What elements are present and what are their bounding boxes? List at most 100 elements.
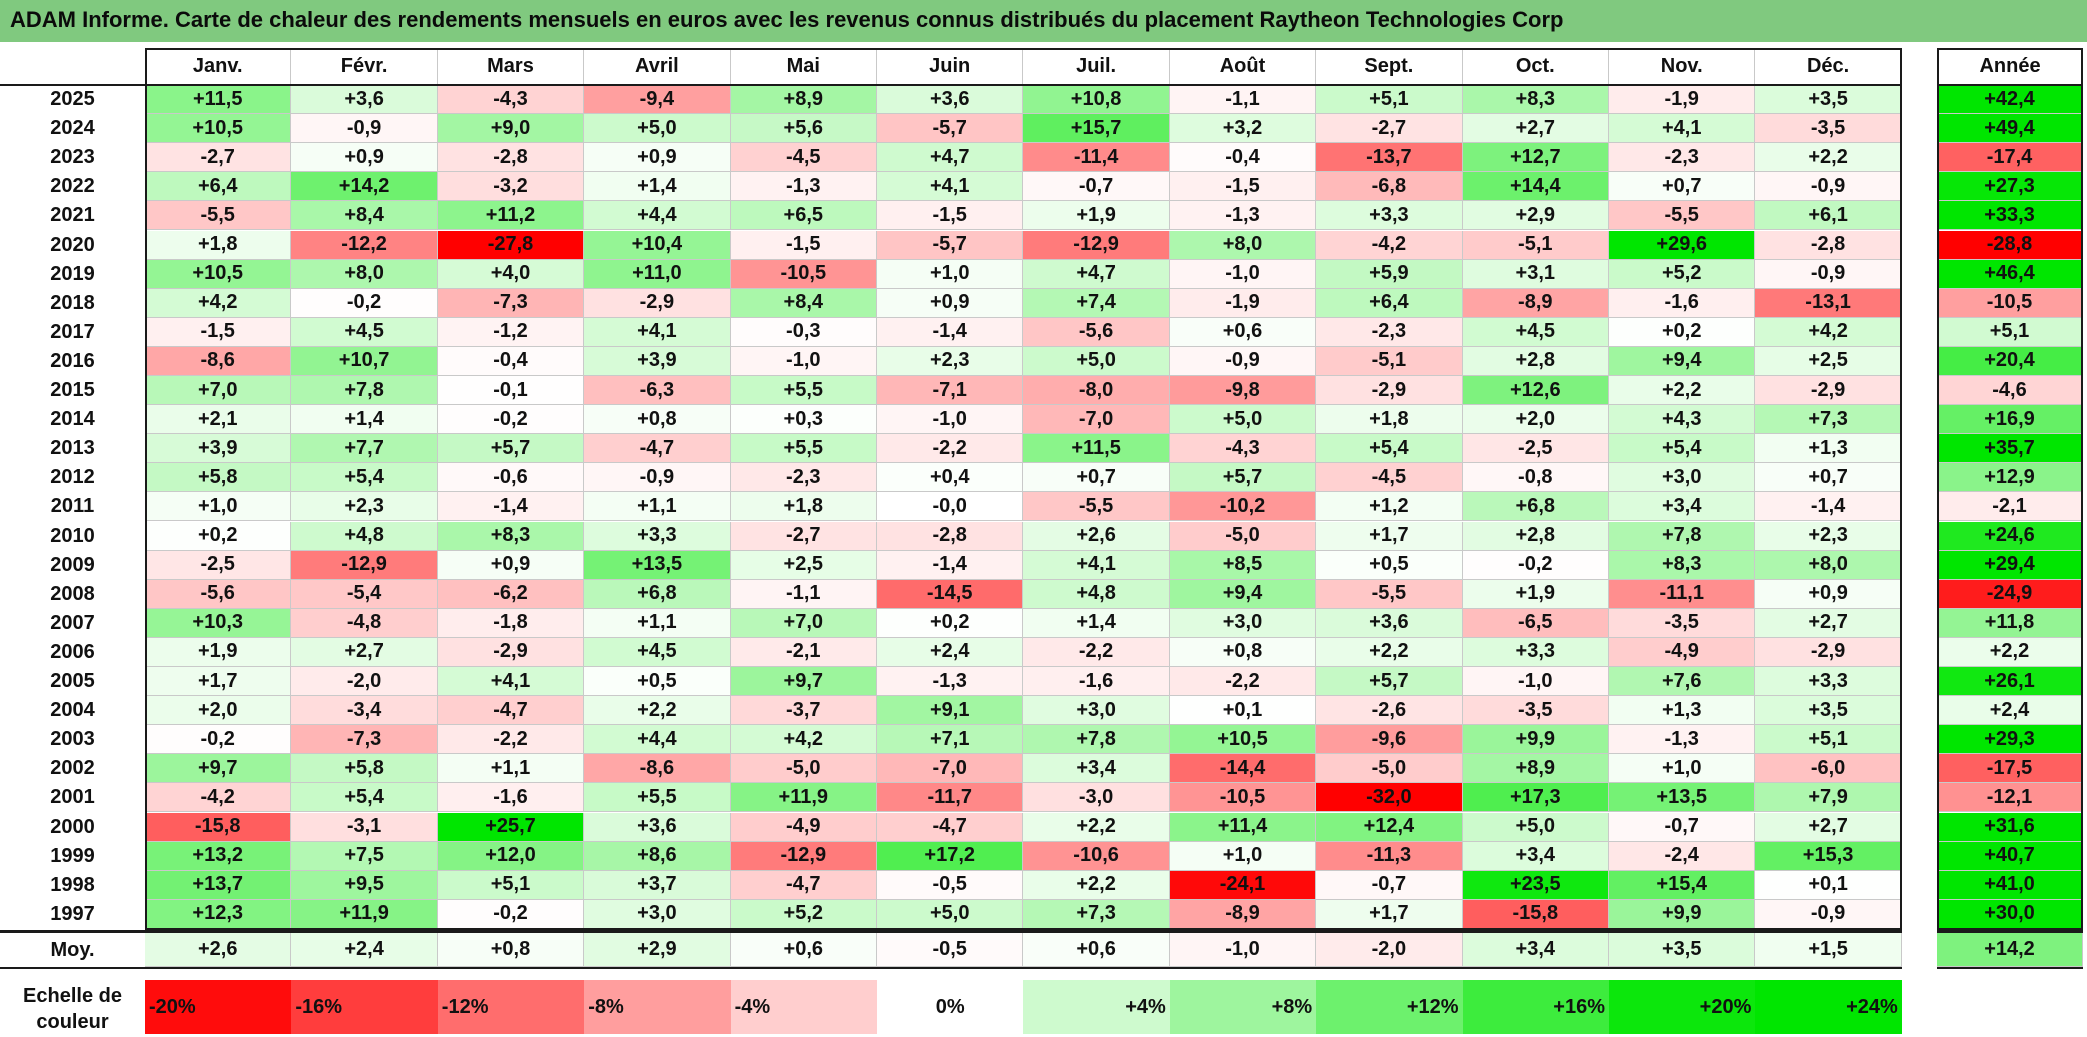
color-scale-stop: +20% <box>1609 980 1756 1034</box>
heatmap-cell: +10,4 <box>584 230 731 260</box>
heatmap-cell: -6,8 <box>1316 172 1463 202</box>
year-label: 2018 <box>0 288 145 318</box>
heatmap-cell: -4,5 <box>1316 463 1463 493</box>
heatmap-cell: -2,2 <box>877 434 1024 464</box>
heatmap-cell: +7,0 <box>145 376 292 406</box>
heatmap-cell: +15,4 <box>1609 870 1756 900</box>
heatmap-cell: +0,9 <box>877 288 1024 318</box>
heatmap-cell: -8,6 <box>145 346 292 376</box>
annual-cell: -17,5 <box>1937 754 2083 784</box>
color-scale-stop: -12% <box>437 980 585 1034</box>
average-cell: +0,6 <box>730 933 877 967</box>
heatmap-cell: +4,2 <box>1755 317 1902 347</box>
heatmap-cell: -8,9 <box>1462 288 1609 318</box>
heatmap-cell: -14,4 <box>1169 754 1317 784</box>
heatmap-cell: -1,1 <box>730 579 877 609</box>
heatmap-cell: -2,9 <box>1755 376 1902 406</box>
color-scale-stop: 0% <box>877 980 1024 1034</box>
color-scale-stop: +24% <box>1755 980 1902 1034</box>
heatmap-cell: -0,7 <box>1316 870 1463 900</box>
heatmap-cell: +3,6 <box>291 85 438 115</box>
annual-cell: -4,6 <box>1937 376 2083 406</box>
heatmap-cell: -0,2 <box>145 725 292 755</box>
heatmap-cell: +2,7 <box>291 637 438 667</box>
heatmap-cell: +7,3 <box>1755 405 1902 435</box>
heatmap-cell: +7,3 <box>1023 899 1170 929</box>
heatmap-cell: +3,9 <box>145 434 292 464</box>
heatmap-cell: -4,5 <box>730 143 877 173</box>
heatmap-cell: -0,4 <box>437 346 585 376</box>
annual-cell: -28,8 <box>1937 230 2083 260</box>
heatmap-cell: -4,2 <box>1316 230 1463 260</box>
average-cell: +3,4 <box>1462 933 1609 967</box>
heatmap-cell: -0,2 <box>1462 550 1609 580</box>
annual-cell: +33,3 <box>1937 201 2083 231</box>
heatmap-cell: -8,0 <box>1023 376 1170 406</box>
heatmap-cell: -1,4 <box>437 492 585 522</box>
heatmap-cell: +10,8 <box>1023 85 1170 115</box>
heatmap-cell: +5,0 <box>1023 346 1170 376</box>
heatmap-cell: -32,0 <box>1316 783 1463 813</box>
heatmap-cell: +13,7 <box>145 870 292 900</box>
heatmap-cell: +11,9 <box>291 899 438 929</box>
heatmap-cell: +1,3 <box>1609 696 1756 726</box>
heatmap-cell: +5,5 <box>584 783 731 813</box>
heatmap-cell: +14,2 <box>291 172 438 202</box>
heatmap-cell: +9,1 <box>877 696 1024 726</box>
year-label: 2011 <box>0 492 145 522</box>
heatmap-cell: +9,7 <box>730 667 877 697</box>
heatmap-cell: +5,8 <box>145 463 292 493</box>
heatmap-cell: -4,7 <box>437 696 585 726</box>
heatmap-cell: +5,4 <box>1609 434 1756 464</box>
heatmap-cell: +0,2 <box>145 521 292 551</box>
heatmap-cell: +8,3 <box>1462 85 1609 115</box>
year-label: 2024 <box>0 114 145 144</box>
year-label: 2008 <box>0 579 145 609</box>
heatmap-cell: -3,4 <box>291 696 438 726</box>
average-cell: +2,9 <box>584 933 731 967</box>
heatmap-cell: +1,7 <box>1316 521 1463 551</box>
year-label: 2004 <box>0 696 145 726</box>
annual-cell: +11,8 <box>1937 608 2083 638</box>
heatmap-cell: +4,7 <box>1023 259 1170 289</box>
year-label: 2017 <box>0 317 145 347</box>
month-header: Juin <box>877 48 1024 85</box>
heatmap-cell: -2,4 <box>1609 841 1756 871</box>
heatmap-cell: +5,4 <box>291 463 438 493</box>
heatmap-cell: +9,7 <box>145 754 292 784</box>
heatmap-cell: +11,4 <box>1169 812 1317 842</box>
heatmap-cell: +5,2 <box>1609 259 1756 289</box>
heatmap-cell: -12,9 <box>730 841 877 871</box>
color-scale-stop: +4% <box>1023 980 1170 1034</box>
heatmap-cell: +8,0 <box>1755 550 1902 580</box>
heatmap-cell: -14,5 <box>877 579 1024 609</box>
heatmap-cell: +1,8 <box>730 492 877 522</box>
heatmap-cell: +8,6 <box>584 841 731 871</box>
annual-cell: +30,0 <box>1937 899 2083 929</box>
heatmap-cell: +3,0 <box>584 899 731 929</box>
heatmap-cell: -2,9 <box>1755 637 1902 667</box>
heatmap-cell: +0,1 <box>1755 870 1902 900</box>
heatmap-cell: +2,2 <box>1023 870 1170 900</box>
annual-cell: +49,4 <box>1937 114 2083 144</box>
heatmap-cell: +3,3 <box>1316 201 1463 231</box>
heatmap-cell: -0,9 <box>1169 346 1317 376</box>
heatmap-cell: -1,5 <box>730 230 877 260</box>
heatmap-cell: -11,7 <box>877 783 1024 813</box>
heatmap-cell: +3,3 <box>1755 667 1902 697</box>
heatmap-cell: -2,8 <box>1755 230 1902 260</box>
heatmap-cell: +12,3 <box>145 899 292 929</box>
heatmap-cell: -2,2 <box>1169 667 1317 697</box>
heatmap-cell: -10,5 <box>730 259 877 289</box>
heatmap-cell: -5,1 <box>1316 346 1463 376</box>
annual-cell: +2,2 <box>1937 637 2083 667</box>
heatmap-cell: +11,5 <box>145 85 292 115</box>
heatmap-cell: +5,7 <box>437 434 585 464</box>
heatmap-cell: +0,8 <box>584 405 731 435</box>
heatmap-cell: -3,5 <box>1462 696 1609 726</box>
heatmap-cell: +3,0 <box>1609 463 1756 493</box>
month-header: Juil. <box>1023 48 1170 85</box>
heatmap-cell: +3,5 <box>1755 85 1902 115</box>
heatmap-cell: -3,0 <box>1023 783 1170 813</box>
heatmap-cell: -1,3 <box>730 172 877 202</box>
